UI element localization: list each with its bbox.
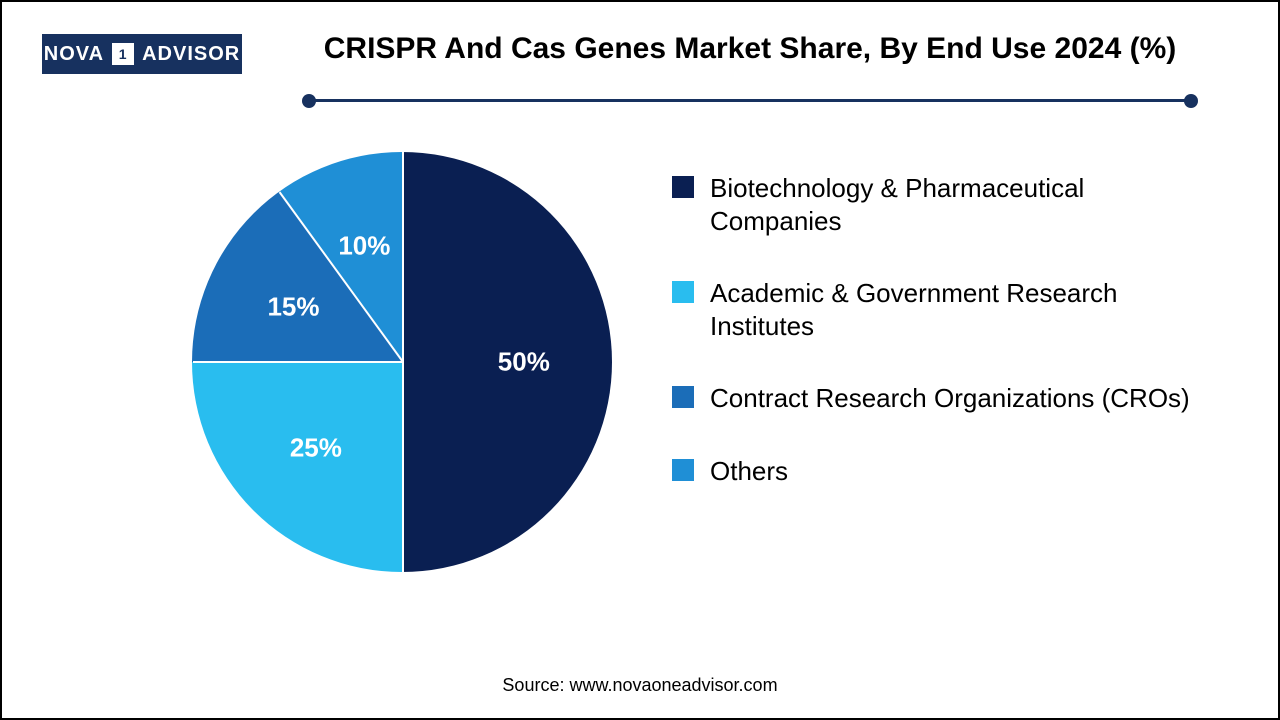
legend-label: Others [710, 455, 788, 488]
chart-title: CRISPR And Cas Genes Market Share, By En… [282, 32, 1218, 66]
pie-chart: 50% 25% 15% 10% [192, 152, 612, 572]
logo-text-3: ADVISOR [142, 43, 240, 66]
legend-swatch [672, 459, 694, 481]
pie-legend: Biotechnology & Pharmaceutical Companies… [672, 172, 1212, 527]
legend-swatch [672, 176, 694, 198]
legend-label: Academic & Government Research Institute… [710, 277, 1212, 342]
legend-item: Others [672, 455, 1212, 488]
chart-frame: NOVA 1 ADVISOR CRISPR And Cas Genes Mark… [0, 0, 1280, 720]
legend-swatch [672, 386, 694, 408]
legend-item: Biotechnology & Pharmaceutical Companies [672, 172, 1212, 237]
title-wrap: CRISPR And Cas Genes Market Share, By En… [282, 32, 1218, 66]
rule-line [310, 99, 1190, 102]
pie-slice-label: 10% [338, 231, 390, 262]
pie-divider [402, 152, 404, 362]
pie-slice-label: 25% [290, 433, 342, 464]
legend-item: Contract Research Organizations (CROs) [672, 382, 1212, 415]
rule-dot-right [1184, 94, 1198, 108]
legend-label: Contract Research Organizations (CROs) [710, 382, 1190, 415]
pie-divider [402, 362, 404, 572]
legend-label: Biotechnology & Pharmaceutical Companies [710, 172, 1212, 237]
pie-slice-label: 50% [498, 347, 550, 378]
title-rule [302, 94, 1198, 106]
legend-swatch [672, 281, 694, 303]
rule-dot-left [302, 94, 316, 108]
pie-slice-label: 15% [267, 291, 319, 322]
source-text: Source: www.novaoneadvisor.com [2, 675, 1278, 696]
legend-item: Academic & Government Research Institute… [672, 277, 1212, 342]
brand-logo: NOVA 1 ADVISOR [42, 34, 242, 74]
logo-text-2: 1 [112, 43, 134, 65]
pie-divider [193, 361, 403, 363]
logo-text-1: NOVA [44, 43, 104, 66]
